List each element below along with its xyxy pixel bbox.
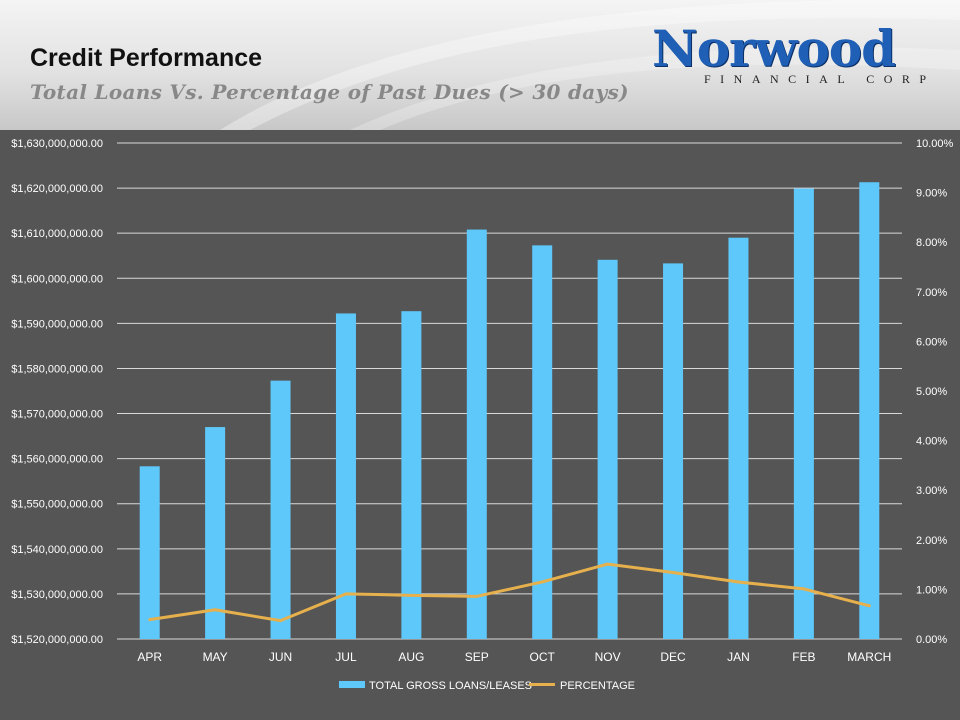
category-label-jun: JUN [269, 650, 292, 664]
line-series [148, 562, 871, 623]
bar-apr [139, 466, 160, 639]
left-tick-label: $1,530,000,000.00 [11, 589, 103, 601]
category-label-aug: AUG [398, 650, 424, 664]
chart-legend: TOTAL GROSS LOANS/LEASES PERCENTAGE [339, 680, 635, 692]
bar-jul [335, 313, 356, 639]
right-tick-label: 0.00% [916, 634, 947, 646]
right-tick-label: 2.00% [916, 535, 947, 547]
combo-chart: $1,520,000,000.00 $1,530,000,000.00 $1,540… [11, 138, 954, 692]
header-banner: Credit Performance Total Loans Vs. Perce… [0, 0, 960, 130]
category-label-may: MAY [203, 650, 228, 664]
bar-jun [270, 380, 291, 639]
right-axis-ticks: 0.00% 1.00% 2.00% 3.00% 4.00% 5.00% 6.00% 7.00%… [916, 138, 954, 646]
left-tick-label: $1,560,000,000.00 [11, 454, 103, 466]
norwood-logo: Norwood FINANCIAL CORP [652, 24, 937, 92]
right-tick-label: 8.00% [916, 237, 947, 249]
percentage-point-jan [736, 580, 740, 584]
bar-nov [597, 259, 618, 639]
percentage-point-nov [606, 562, 610, 566]
left-tick-label: $1,550,000,000.00 [11, 499, 103, 511]
percentage-point-feb [802, 587, 806, 591]
percentage-point-sep [475, 594, 479, 598]
right-tick-label: 1.00% [916, 584, 947, 596]
bar-feb [793, 188, 814, 639]
logo-wordmark: Norwood [652, 19, 896, 78]
legend-label-percentage: PERCENTAGE [560, 680, 635, 692]
category-label-feb: FEB [792, 650, 815, 664]
left-tick-label: $1,590,000,000.00 [11, 318, 103, 330]
right-tick-label: 9.00% [916, 188, 947, 200]
left-tick-label: $1,540,000,000.00 [11, 544, 103, 556]
percentage-point-jun [279, 619, 283, 623]
bar-oct [532, 245, 553, 639]
left-tick-label: $1,600,000,000.00 [11, 273, 103, 285]
bar-sep [466, 229, 487, 639]
category-label-jan: JAN [727, 650, 750, 664]
page-subtitle: Total Loans Vs. Percentage of Past Dues … [30, 80, 629, 104]
category-label-jul: JUL [335, 650, 357, 664]
category-label-oct: OCT [530, 650, 556, 664]
percentage-point-may [213, 608, 217, 612]
right-tick-label: 6.00% [916, 336, 947, 348]
percentage-point-oct [540, 580, 544, 584]
left-tick-label: $1,570,000,000.00 [11, 409, 103, 421]
bar-may [205, 427, 226, 639]
left-tick-label: $1,610,000,000.00 [11, 228, 103, 240]
header-swoosh-decoration [220, 0, 960, 130]
right-tick-label: 5.00% [916, 386, 947, 398]
left-tick-label: $1,580,000,000.00 [11, 363, 103, 375]
logo-tagline: FINANCIAL CORP [704, 72, 936, 86]
percentage-point-march [867, 604, 871, 608]
percentage-line [149, 562, 870, 623]
percentage-point-dec [671, 571, 675, 575]
category-label-nov: NOV [595, 650, 621, 664]
right-tick-label: 7.00% [916, 287, 947, 299]
legend-label-loans: TOTAL GROSS LOANS/LEASES [369, 680, 532, 692]
page-title: Credit Performance [30, 44, 263, 72]
category-label-apr: APR [137, 650, 162, 664]
category-label-march: MARCH [847, 650, 891, 664]
category-label-dec: DEC [660, 650, 686, 664]
left-tick-label: $1,630,000,000.00 [11, 138, 103, 150]
percentage-point-jul [344, 592, 348, 596]
left-axis-ticks: $1,520,000,000.00 $1,530,000,000.00 $1,540… [11, 138, 103, 646]
gridlines [117, 142, 902, 640]
right-tick-label: 4.00% [916, 436, 947, 448]
percentage-point-apr [148, 618, 152, 622]
bar-dec [663, 263, 684, 639]
bar-series [139, 182, 880, 639]
category-labels: APR MAY JUN JUL AUG SEP OCT NOV DEC JAN FEB MARCH [137, 650, 891, 664]
legend-swatch-loans [339, 681, 365, 688]
left-tick-label: $1,620,000,000.00 [11, 183, 103, 195]
left-tick-label: $1,520,000,000.00 [11, 634, 103, 646]
percentage-point-aug [409, 593, 413, 597]
right-tick-label: 10.00% [916, 138, 954, 150]
bar-jan [728, 237, 749, 639]
right-tick-label: 3.00% [916, 485, 947, 497]
category-label-sep: SEP [465, 650, 489, 664]
bar-march [859, 182, 880, 639]
bar-aug [401, 311, 422, 639]
